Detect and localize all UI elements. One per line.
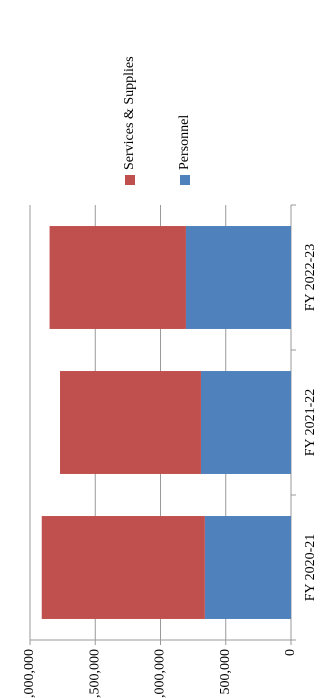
legend-label: Personnel: [177, 115, 192, 170]
y-tick-label: 500,000: [218, 649, 233, 695]
x-tick-label: FY 2020-21: [303, 534, 318, 602]
y-tick-label: 1,000,000: [153, 649, 168, 698]
legend-swatch: [125, 175, 135, 185]
bar: [185, 226, 291, 329]
bar: [204, 516, 291, 619]
legend-label: Services & Supplies: [122, 56, 137, 170]
bar: [49, 226, 186, 329]
bar: [60, 371, 201, 474]
legend-swatch: [180, 175, 190, 185]
y-tick-label: 2,000,000: [22, 649, 37, 698]
x-tick-label: FY 2022-23: [303, 244, 318, 312]
rotated-chart: 0 500,000 1,000,000 1,500,000 2,000,000 FY 20…: [22, 56, 318, 698]
y-tick-label: 1,500,000: [87, 649, 102, 698]
y-tick-label: 0: [283, 649, 298, 656]
bar: [200, 371, 291, 474]
x-tick-label: FY 2021-22: [303, 389, 318, 457]
bar: [41, 516, 205, 619]
